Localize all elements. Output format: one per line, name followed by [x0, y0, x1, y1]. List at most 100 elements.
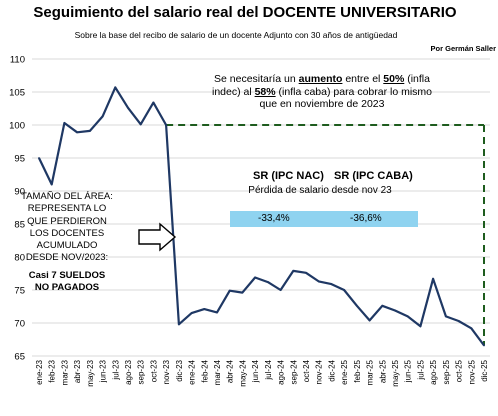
loss-caba-value: -36,6%: [350, 213, 382, 224]
data-point: [241, 291, 244, 294]
data-point: [444, 315, 447, 318]
x-tick-label: oct-23: [149, 359, 158, 382]
series-group: [38, 86, 485, 347]
grid-lines: [32, 58, 490, 357]
data-point: [279, 289, 282, 291]
y-tick-label: 105: [9, 88, 25, 99]
data-point: [470, 327, 473, 330]
x-tick-label: sep-25: [442, 359, 451, 384]
data-point: [305, 271, 307, 274]
data-point: [266, 281, 269, 283]
data-point: [406, 315, 409, 318]
aumento-note: Se necesitaría un aumento entre el 50% (…: [211, 73, 433, 110]
arrow-group: [138, 222, 177, 252]
x-tick-label: ene-25: [340, 359, 349, 384]
x-tick-label: feb-25: [353, 359, 362, 382]
area-note-line: TAMAÑO DEL ÁREA:: [21, 191, 113, 202]
area-note-line: QUE PERDIERON: [27, 215, 107, 227]
loss-label: Pérdida de salario desde nov 23: [248, 185, 392, 196]
data-point: [254, 276, 257, 279]
area-note-line: ACUMULADO: [36, 240, 98, 252]
data-point: [394, 309, 396, 312]
sr-ipc-nac-label: SR (IPC NAC): [253, 170, 324, 182]
arrow-icon: [138, 222, 177, 252]
y-tick-label: 90: [14, 187, 25, 198]
x-tick-label: abr-24: [226, 359, 235, 383]
x-tick-label: sep-24: [289, 359, 298, 384]
data-point: [152, 101, 155, 104]
x-tick-label: abr-23: [73, 359, 82, 383]
x-tick-label: may-24: [238, 359, 247, 386]
x-tick-label: jul-25: [416, 359, 425, 380]
x-tick-label: oct-24: [302, 359, 311, 382]
data-point: [177, 323, 180, 326]
x-tick-label: feb-24: [200, 359, 209, 382]
x-tick-label: abr-25: [378, 359, 387, 383]
x-tick-label: ago-24: [277, 359, 286, 384]
data-point: [355, 304, 358, 307]
y-tick-label: 95: [14, 154, 25, 165]
data-point: [38, 157, 40, 159]
data-point: [292, 269, 295, 272]
area-note-line: DESDE NOV/2023:: [25, 252, 109, 264]
data-point: [165, 124, 168, 126]
data-point: [50, 183, 53, 186]
data-point: [419, 325, 422, 328]
chart-subtitle: Sobre la base del recibo de salario de u…: [74, 30, 398, 40]
area-note-highlight: NO PAGADOS: [34, 282, 100, 294]
x-tick-label: nov-23: [162, 359, 171, 384]
data-point: [216, 311, 218, 314]
x-tick-label: ene-24: [188, 359, 197, 384]
data-point: [228, 289, 231, 292]
area-note: TAMAÑO DEL ÁREA: REPRESENTA LO QUE PERDI…: [0, 191, 134, 294]
x-tick-label: jul-24: [264, 359, 273, 380]
data-point: [343, 289, 346, 291]
y-tick-label: 110: [10, 55, 25, 66]
loss-nac-value: -33,4%: [258, 213, 290, 224]
area-note-line: REPRESENTA LO: [27, 203, 107, 215]
data-point: [114, 86, 117, 89]
y-tick-label: 75: [14, 286, 25, 297]
x-tick-label: mar-24: [213, 359, 222, 385]
x-tick-label: mar-25: [366, 359, 375, 385]
data-point: [139, 123, 142, 126]
data-point: [203, 308, 206, 311]
y-tick-label: 100: [9, 121, 25, 132]
x-tick-label: sep-23: [137, 359, 146, 384]
data-point: [101, 115, 104, 118]
data-point: [190, 312, 193, 314]
data-point: [432, 277, 435, 280]
data-point: [317, 280, 320, 283]
data-point: [127, 106, 129, 109]
data-point: [368, 319, 371, 322]
x-tick-label: ago-23: [124, 359, 133, 384]
x-tick-label: dic-24: [327, 359, 336, 381]
y-tick-label: 70: [14, 319, 25, 330]
x-tick-label: ago-25: [429, 359, 438, 384]
y-tick-label: 80: [14, 253, 25, 264]
x-tick-label: jun-23: [99, 359, 108, 383]
data-point: [381, 304, 384, 307]
author-credit: Por Germán Saller: [430, 44, 496, 53]
x-tick-label: nov-25: [467, 359, 476, 384]
data-point: [330, 283, 333, 285]
x-tick-label: mar-23: [60, 359, 69, 385]
data-point: [88, 130, 91, 132]
x-tick-label: may-25: [391, 359, 400, 386]
area-note-line: LOS DOCENTES: [29, 227, 105, 239]
data-point: [63, 122, 66, 124]
x-tick-label: jun-24: [251, 359, 260, 383]
x-tick-label: may-23: [86, 359, 95, 386]
x-tick-label: dic-25: [480, 359, 489, 381]
x-tick-label: jul-23: [111, 359, 120, 380]
x-tick-label: dic-23: [175, 359, 184, 381]
data-point: [76, 131, 79, 134]
data-point: [483, 344, 485, 347]
x-tick-label: jun-25: [404, 359, 413, 383]
x-tick-label: ene-23: [35, 359, 44, 384]
x-axis-ticks: ene-23 feb-23 mar-23 abr-23 may-23 jun-23 jul-…: [35, 359, 489, 386]
loss-bar: -33,4% -36,6%: [230, 211, 418, 227]
x-tick-label: feb-23: [48, 359, 57, 382]
data-point: [457, 320, 460, 322]
